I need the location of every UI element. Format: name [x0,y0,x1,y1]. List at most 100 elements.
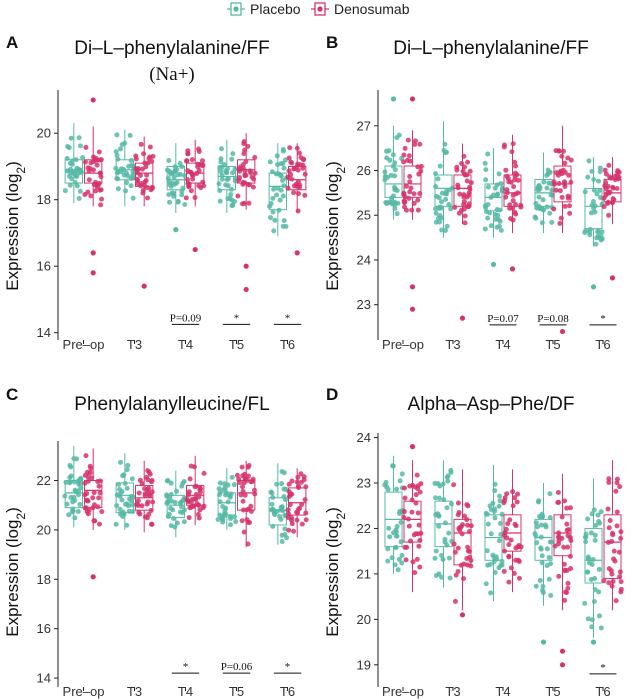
box-denosumab-2 [183,139,207,207]
data-point [458,562,464,568]
data-point [137,173,143,179]
data-point [394,211,400,217]
data-point [539,511,545,517]
data-point [91,181,97,187]
data-point [492,481,498,487]
panel-a-title: Di–L–phenylalanine/FF [74,38,269,59]
data-point [585,174,591,180]
data-point [71,456,77,462]
data-point [555,499,561,505]
data-point [460,168,466,174]
data-point [179,483,185,489]
outlier-point [409,284,416,290]
box-placebo-0 [62,123,86,204]
data-point [465,522,471,528]
data-point [98,157,104,163]
data-point [501,144,507,150]
data-point [219,515,225,521]
data-point [559,514,565,520]
data-point [553,170,559,176]
data-point [513,557,519,563]
data-point [302,192,308,198]
data-point [99,509,105,515]
outlier-point [609,275,616,281]
data-point [281,494,287,500]
data-point [549,187,555,193]
data-point [490,192,496,198]
data-point [218,156,224,162]
data-point [592,537,598,543]
data-point [236,166,242,172]
data-point [557,188,563,194]
data-point [507,202,513,208]
data-point [465,544,471,550]
x-tick-label: T6 [280,337,295,352]
data-point [401,485,407,491]
outlier-point [173,227,179,233]
data-point [492,569,498,575]
data-point [499,562,505,568]
data-point [462,172,468,178]
data-point [240,484,246,490]
data-point [548,561,554,567]
data-point [596,566,602,572]
y-tick-label: 14 [37,671,51,686]
data-point [139,166,145,172]
outlier-point [559,662,566,668]
data-point [433,548,439,554]
data-point [483,205,489,211]
data-point [124,180,130,186]
data-point [433,184,439,190]
data-point [135,502,141,508]
data-point [295,474,301,480]
data-point [294,145,300,151]
data-point [179,192,185,198]
data-point [225,499,231,505]
box-placebo-1 [113,453,137,530]
data-point [458,524,464,530]
data-point [390,163,396,169]
data-point [128,183,134,189]
data-point [618,579,624,585]
data-point [610,185,616,191]
data-point [488,223,494,229]
data-point [499,511,505,517]
data-point [269,501,275,507]
data-point [482,226,488,232]
data-point [384,484,390,490]
outlier-point [459,612,466,618]
data-point [278,516,284,522]
data-point [114,132,120,138]
data-point [167,182,173,188]
data-point [299,521,305,527]
x-tick-label: T5 [545,337,560,352]
data-point [611,548,617,554]
significance-label: * [600,313,606,325]
data-point [122,481,128,487]
data-point [276,207,282,213]
box-iqr [584,527,603,584]
data-point [414,556,420,562]
data-point [175,198,181,204]
data-point [279,532,285,538]
data-point [289,515,295,521]
data-point [394,533,400,539]
data-point [90,505,96,511]
data-point [614,186,620,192]
data-point [245,541,251,547]
data-point [188,188,194,194]
data-point [408,185,414,191]
data-point [587,232,593,238]
data-point [302,497,308,503]
data-point [294,509,300,515]
panel-a-ylabel: Expression (log2) [3,161,28,291]
data-point [172,181,178,187]
data-point [242,147,248,153]
data-point [68,135,74,141]
data-point [485,151,491,157]
data-point [228,522,234,528]
data-point [407,179,413,185]
data-point [592,575,598,581]
data-point [440,557,446,563]
data-point [546,576,552,582]
